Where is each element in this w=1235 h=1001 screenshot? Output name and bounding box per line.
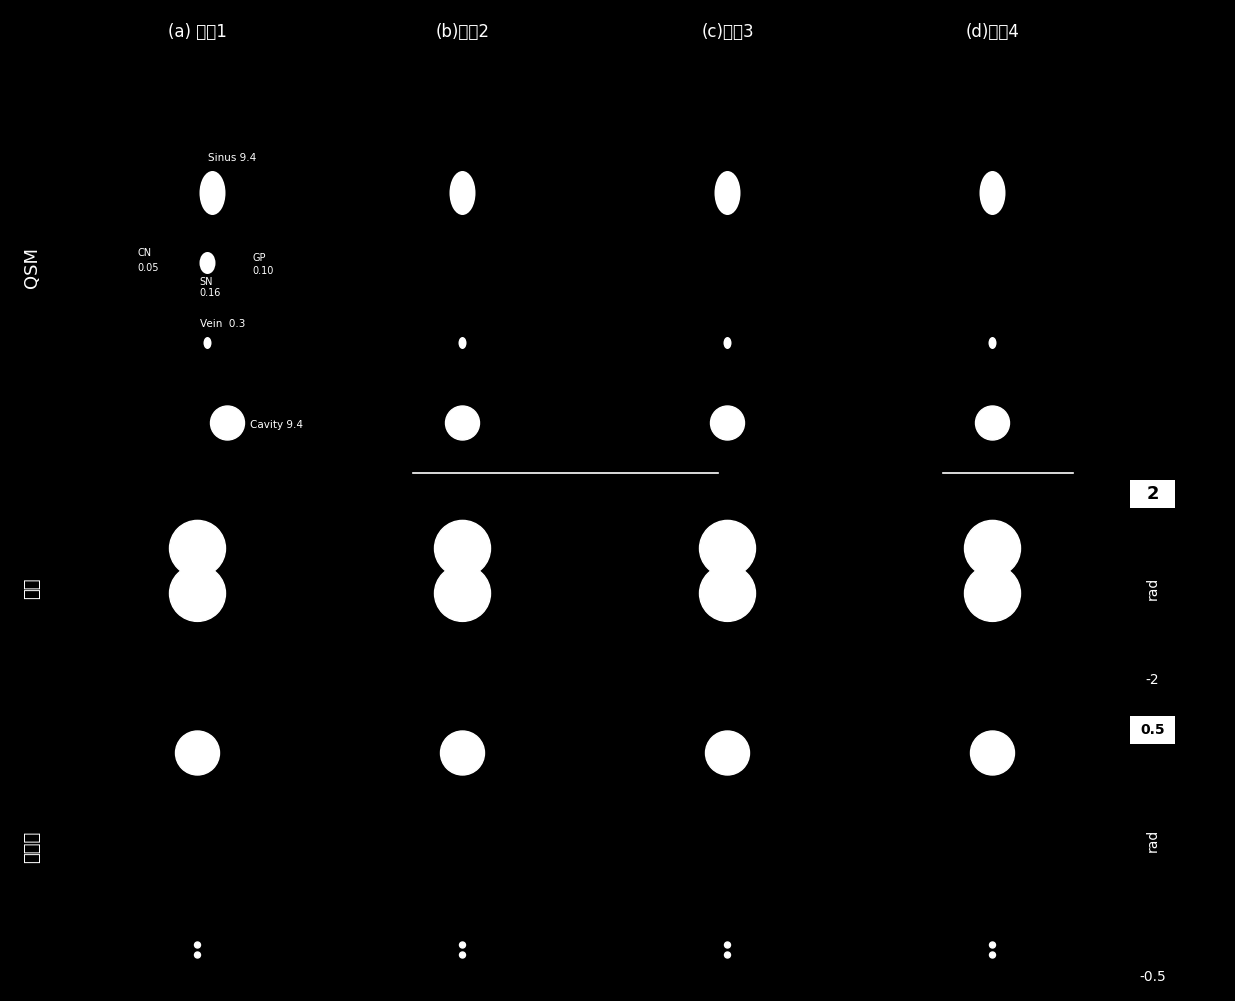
Circle shape	[989, 942, 995, 948]
Circle shape	[459, 942, 466, 948]
Text: CN: CN	[137, 248, 152, 258]
Circle shape	[989, 952, 995, 958]
Text: Vein  0.3: Vein 0.3	[200, 319, 245, 329]
Circle shape	[169, 521, 226, 577]
Ellipse shape	[200, 252, 215, 274]
Circle shape	[699, 566, 756, 622]
Text: GP: GP	[252, 253, 266, 263]
Ellipse shape	[450, 171, 475, 215]
Text: -2: -2	[1146, 673, 1160, 687]
Circle shape	[965, 566, 1020, 622]
Text: (b)方呗2: (b)方呗2	[436, 23, 489, 41]
Text: rad: rad	[1146, 577, 1160, 600]
Circle shape	[446, 406, 479, 440]
Circle shape	[210, 406, 245, 440]
Text: -0.5: -0.5	[1139, 970, 1166, 984]
Ellipse shape	[724, 337, 731, 349]
Circle shape	[705, 731, 750, 775]
Text: 0.10: 0.10	[252, 266, 274, 276]
Ellipse shape	[204, 337, 211, 349]
Ellipse shape	[979, 171, 1005, 215]
Circle shape	[725, 952, 730, 958]
Circle shape	[194, 952, 200, 958]
Circle shape	[710, 406, 745, 440]
Bar	[1130, 716, 1174, 744]
Circle shape	[175, 731, 220, 775]
Circle shape	[965, 521, 1020, 577]
Circle shape	[971, 731, 1014, 775]
Text: Sinus 9.4: Sinus 9.4	[207, 153, 256, 163]
Circle shape	[169, 566, 226, 622]
Bar	[1130, 480, 1174, 508]
Circle shape	[435, 566, 490, 622]
Text: 0.05: 0.05	[137, 263, 159, 273]
Circle shape	[699, 521, 756, 577]
Circle shape	[194, 942, 200, 948]
Circle shape	[976, 406, 1009, 440]
Ellipse shape	[988, 337, 997, 349]
Circle shape	[435, 521, 490, 577]
Text: 局部场: 局部场	[23, 831, 41, 863]
Circle shape	[441, 731, 484, 775]
Text: QSM: QSM	[23, 247, 41, 288]
Text: rad: rad	[1146, 829, 1160, 852]
Circle shape	[459, 952, 466, 958]
Text: (c)方呗3: (c)方呗3	[701, 23, 753, 41]
Text: (d)方呗4: (d)方呗4	[966, 23, 1019, 41]
Text: 0.5: 0.5	[1140, 723, 1165, 737]
Ellipse shape	[715, 171, 741, 215]
Text: (a) 方呗1: (a) 方呗1	[168, 23, 227, 41]
Text: Cavity 9.4: Cavity 9.4	[249, 420, 303, 430]
Text: SN: SN	[200, 277, 212, 287]
Text: 0.16: 0.16	[200, 288, 221, 298]
Text: 全场: 全场	[23, 578, 41, 599]
Text: 2: 2	[1146, 485, 1158, 503]
Ellipse shape	[200, 171, 226, 215]
Ellipse shape	[458, 337, 467, 349]
Circle shape	[725, 942, 730, 948]
